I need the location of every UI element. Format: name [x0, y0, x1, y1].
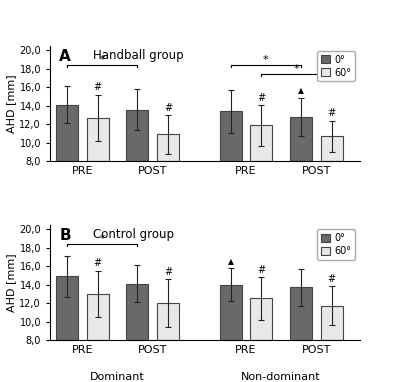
Bar: [157, 134, 179, 161]
Bar: [250, 125, 272, 161]
Text: Dominant: Dominant: [90, 372, 145, 382]
Bar: [320, 306, 342, 340]
Bar: [56, 105, 78, 161]
Bar: [250, 298, 272, 340]
Text: Non-dominant: Non-dominant: [241, 372, 321, 382]
Text: *: *: [294, 64, 299, 74]
Bar: [320, 136, 342, 161]
Bar: [126, 110, 148, 161]
Text: *: *: [99, 233, 105, 244]
Text: Control group: Control group: [94, 228, 174, 241]
Text: *: *: [263, 55, 268, 65]
Legend: 0°, 60°: 0°, 60°: [317, 51, 355, 81]
Text: #: #: [328, 108, 336, 118]
Bar: [157, 303, 179, 340]
Bar: [86, 118, 109, 161]
Text: A: A: [59, 49, 71, 64]
Bar: [56, 276, 78, 340]
Text: ▲: ▲: [228, 257, 234, 266]
Text: #: #: [94, 259, 102, 269]
Y-axis label: AHD [mm]: AHD [mm]: [6, 253, 16, 312]
Text: B: B: [59, 228, 71, 243]
Bar: [290, 287, 312, 340]
Text: #: #: [94, 83, 102, 92]
Bar: [220, 112, 242, 161]
Text: #: #: [164, 267, 172, 277]
Bar: [126, 284, 148, 340]
Text: #: #: [328, 274, 336, 284]
Legend: 0°, 60°: 0°, 60°: [317, 230, 355, 260]
Bar: [290, 117, 312, 161]
Bar: [86, 294, 109, 340]
Y-axis label: AHD [mm]: AHD [mm]: [6, 74, 16, 133]
Text: #: #: [257, 265, 265, 275]
Bar: [220, 285, 242, 340]
Text: *: *: [99, 55, 105, 65]
Text: #: #: [257, 92, 265, 103]
Text: ▲: ▲: [298, 86, 304, 95]
Text: #: #: [164, 103, 172, 113]
Text: Handball group: Handball group: [94, 49, 184, 62]
